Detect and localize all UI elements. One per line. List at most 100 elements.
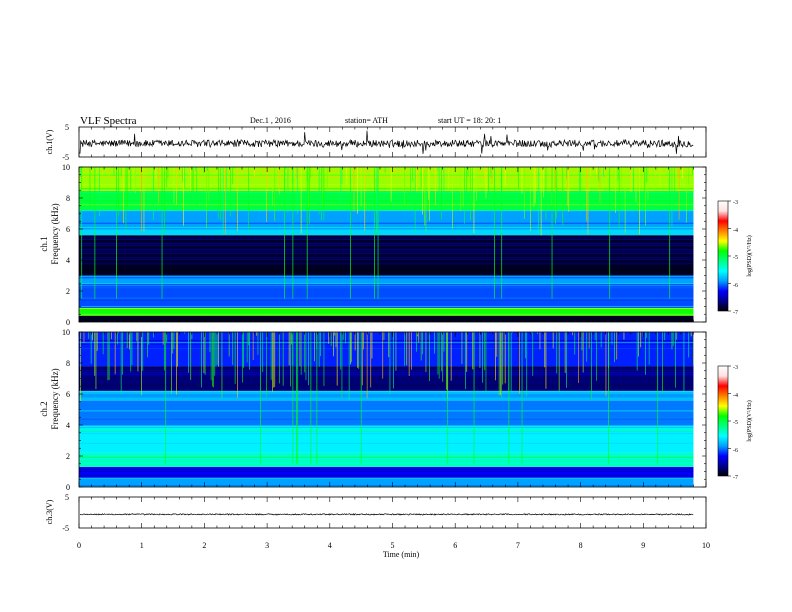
sferic-streak bbox=[430, 167, 432, 174]
sferic-streak bbox=[285, 167, 286, 170]
ch2-spectrogram bbox=[79, 332, 694, 487]
cb2-tick--4: -4 bbox=[733, 393, 738, 399]
sferic-streak bbox=[485, 332, 487, 392]
sferic-streak bbox=[131, 332, 133, 365]
sferic-streak bbox=[609, 167, 611, 299]
sferic-streak bbox=[290, 332, 291, 387]
sferic-streak bbox=[508, 332, 510, 464]
sferic-streak bbox=[142, 167, 144, 171]
sferic-streak bbox=[345, 332, 346, 344]
spectrogram-line bbox=[79, 285, 694, 287]
sferic-streak bbox=[645, 167, 646, 226]
sferic-streak bbox=[534, 167, 536, 204]
sferic-streak bbox=[137, 332, 139, 372]
sferic-streak bbox=[389, 332, 391, 394]
cb1-tick--5: -5 bbox=[733, 255, 738, 261]
sferic-streak bbox=[676, 332, 678, 340]
sferic-streak bbox=[639, 167, 640, 235]
spec1-ytick-2: 2 bbox=[66, 287, 70, 296]
sferic-streak bbox=[645, 332, 646, 375]
spectrogram-line bbox=[79, 416, 694, 418]
sferic-streak bbox=[340, 332, 342, 370]
sferic-streak bbox=[425, 332, 427, 372]
spectrogram-band bbox=[79, 332, 694, 367]
sferic-streak bbox=[102, 332, 104, 355]
sferic-streak bbox=[96, 332, 98, 352]
spectrogram-line bbox=[79, 204, 694, 206]
spectrogram-line bbox=[79, 184, 694, 186]
sferic-streak bbox=[446, 332, 447, 390]
sferic-streak bbox=[621, 167, 622, 191]
sferic-streak bbox=[630, 167, 632, 192]
sferic-streak bbox=[216, 332, 218, 365]
sferic-streak bbox=[83, 332, 85, 343]
sferic-streak bbox=[141, 167, 142, 232]
sferic-streak bbox=[190, 167, 192, 191]
sferic-streak bbox=[442, 332, 444, 382]
sferic-streak bbox=[544, 332, 546, 368]
sferic-streak bbox=[323, 332, 325, 387]
sferic-streak bbox=[350, 167, 351, 299]
spectrogram-line bbox=[79, 384, 694, 386]
sferic-streak bbox=[370, 332, 372, 388]
sferic-streak bbox=[218, 332, 219, 367]
sferic-streak bbox=[266, 167, 267, 223]
sferic-streak bbox=[260, 332, 261, 464]
sferic-streak bbox=[282, 332, 284, 386]
sferic-streak bbox=[316, 332, 318, 464]
spectrogram-line bbox=[79, 378, 694, 380]
sferic-streak bbox=[441, 332, 442, 372]
spectrogram-line bbox=[79, 308, 694, 309]
sferic-streak bbox=[420, 167, 422, 189]
sferic-streak bbox=[538, 167, 540, 234]
sferic-streak bbox=[466, 332, 468, 372]
spectrogram-line bbox=[79, 400, 694, 401]
sferic-streak bbox=[617, 167, 619, 181]
sferic-streak bbox=[130, 167, 132, 189]
cb1-label: log(PSD)(V²/Hz) bbox=[746, 235, 753, 276]
sferic-streak bbox=[299, 332, 301, 367]
sferic-streak bbox=[692, 167, 693, 175]
sferic-streak bbox=[422, 332, 423, 355]
sferic-streak bbox=[306, 167, 308, 299]
sferic-streak bbox=[246, 332, 248, 363]
sferic-streak bbox=[335, 332, 337, 348]
sferic-streak bbox=[218, 167, 219, 219]
sferic-streak bbox=[603, 167, 604, 177]
sferic-streak bbox=[130, 332, 132, 372]
sferic-streak bbox=[591, 332, 592, 400]
spectrogram-line bbox=[79, 469, 694, 470]
sferic-streak bbox=[80, 167, 81, 178]
sferic-streak bbox=[574, 332, 576, 355]
spectrogram-line bbox=[79, 299, 694, 301]
sferic-streak bbox=[341, 167, 343, 185]
sferic-streak bbox=[402, 167, 404, 188]
ch2-spectrogram-panel: 10 8 6 4 2 0 ch.2 Frequency (kHz) bbox=[39, 328, 707, 492]
ch3-waveform-trace bbox=[79, 513, 694, 516]
sferic-streak bbox=[519, 332, 520, 394]
spectrogram-line bbox=[79, 394, 694, 396]
sferic-streak bbox=[126, 332, 128, 349]
sferic-streak bbox=[384, 167, 386, 173]
spec2-ytick-6: 6 bbox=[66, 390, 70, 399]
spectrogram-line bbox=[79, 188, 694, 190]
sferic-streak bbox=[237, 332, 238, 398]
spectrogram-line bbox=[79, 226, 694, 228]
spectrogram-line bbox=[79, 428, 694, 430]
sferic-streak bbox=[688, 332, 690, 358]
sferic-streak bbox=[341, 332, 343, 398]
spectrogram-line bbox=[79, 269, 694, 271]
sferic-streak bbox=[171, 332, 172, 394]
sferic-streak bbox=[297, 167, 298, 214]
sferic-streak bbox=[587, 167, 589, 235]
sferic-streak bbox=[232, 167, 234, 185]
spec2-ytick-2: 2 bbox=[66, 452, 70, 461]
sferic-streak bbox=[88, 332, 90, 339]
sferic-streak bbox=[447, 332, 449, 464]
sferic-streak bbox=[191, 332, 193, 339]
spectrogram-line bbox=[79, 257, 694, 259]
sferic-streak bbox=[464, 167, 465, 224]
spectrogram-line bbox=[79, 283, 694, 285]
sferic-streak bbox=[354, 332, 356, 351]
spectrogram-line bbox=[79, 251, 694, 253]
